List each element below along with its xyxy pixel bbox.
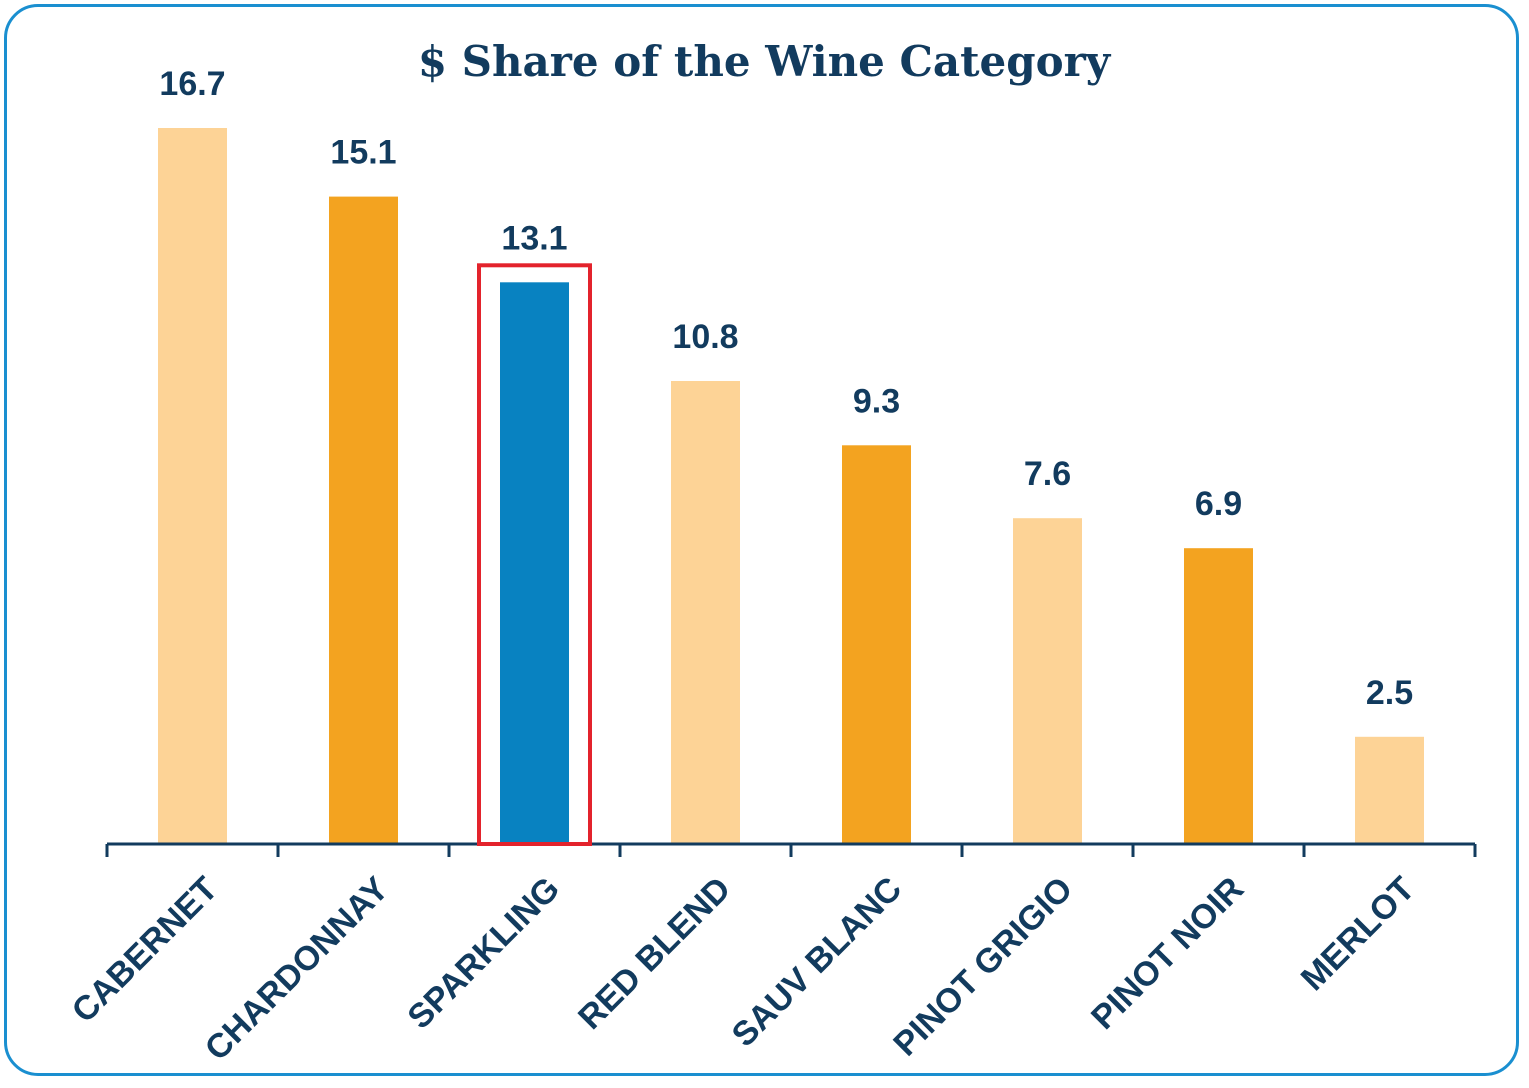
- value-label-pinot-grigio: 7.6: [1024, 455, 1071, 493]
- value-label-cabernet: 16.7: [159, 65, 225, 103]
- bar-pinot-noir: [1184, 548, 1253, 844]
- value-label-merlot: 2.5: [1366, 674, 1413, 712]
- value-label-sparkling: 13.1: [501, 219, 567, 257]
- category-label-merlot: MERLOT: [1294, 870, 1423, 999]
- bar-sparkling: [500, 282, 569, 844]
- highlight-layer: [477, 263, 592, 846]
- bar-red-blend: [671, 381, 740, 844]
- bar-sauv-blanc: [842, 445, 911, 844]
- value-label-red-blend: 10.8: [672, 318, 738, 356]
- value-label-sauv-blanc: 9.3: [853, 382, 900, 420]
- chart-frame: [4, 4, 1519, 1076]
- x-axis: [105, 842, 1477, 857]
- bar-merlot: [1355, 736, 1424, 844]
- category-label-red-blend: RED BLEND: [571, 870, 738, 1037]
- value-labels-layer: 16.7 15.1 13.1 10.8 9.3 7.6 6.9 2.5: [159, 65, 1413, 712]
- value-label-chardonnay: 15.1: [330, 134, 396, 172]
- category-label-cabernet: CABERNET: [65, 870, 226, 1031]
- bars-layer: [158, 128, 1424, 845]
- category-label-chardonnay: CHARDONNAY: [198, 870, 397, 1069]
- category-label-pinot-noir: PINOT NOIR: [1084, 870, 1251, 1037]
- bar-cabernet: [158, 128, 227, 844]
- value-label-pinot-noir: 6.9: [1195, 485, 1242, 523]
- highlight-box-sparkling: [477, 263, 592, 846]
- chart-title: $ Share of the Wine Category: [418, 37, 1112, 86]
- bar-pinot-grigio: [1013, 518, 1082, 844]
- category-label-sparkling: SPARKLING: [400, 870, 567, 1037]
- category-label-pinot-grigio: PINOT GRIGIO: [886, 870, 1080, 1064]
- category-label-sauv-blanc: SAUV BLANC: [725, 870, 909, 1054]
- bar-chardonnay: [329, 196, 398, 845]
